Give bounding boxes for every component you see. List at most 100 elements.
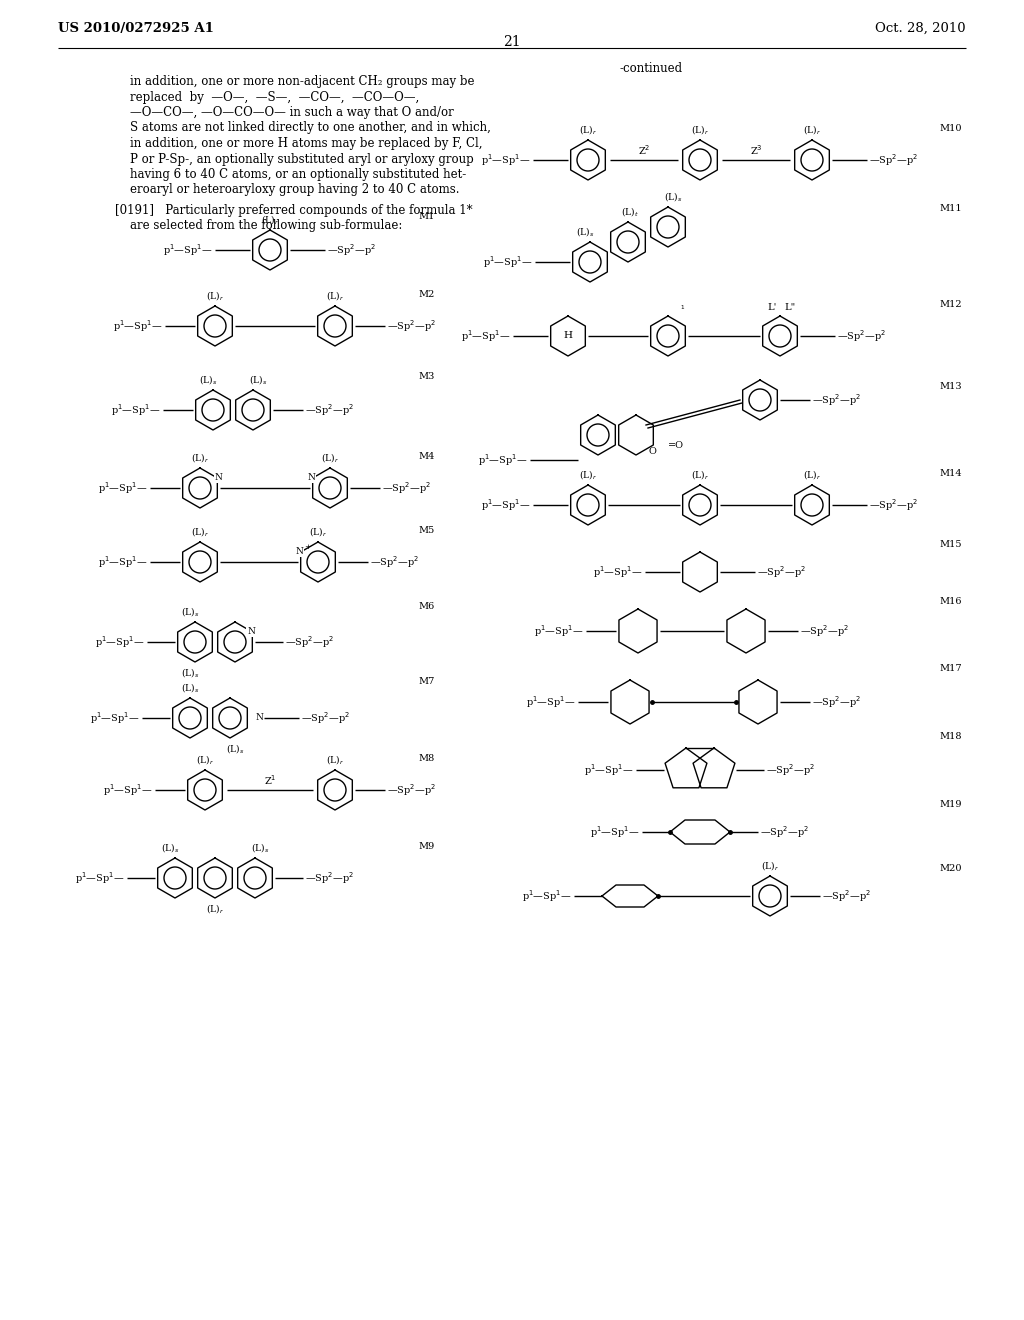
Text: M14: M14 (939, 469, 962, 478)
Text: (L)$_{t}$: (L)$_{t}$ (622, 205, 639, 218)
Text: —Sp$^{2}$—p$^{2}$: —Sp$^{2}$—p$^{2}$ (800, 623, 849, 639)
Text: —Sp$^{2}$—p$^{2}$: —Sp$^{2}$—p$^{2}$ (305, 870, 354, 886)
Text: Z$^{3}$: Z$^{3}$ (750, 143, 762, 157)
Text: =O: =O (668, 441, 684, 450)
Text: (L)$_{s}$: (L)$_{s}$ (664, 190, 682, 203)
Text: —Sp$^{2}$—p$^{2}$: —Sp$^{2}$—p$^{2}$ (305, 403, 354, 418)
Text: —Sp$^{2}$—p$^{2}$: —Sp$^{2}$—p$^{2}$ (812, 392, 861, 408)
Text: (L)$_{r}$: (L)$_{r}$ (261, 213, 279, 226)
Text: (L)$_{r}$: (L)$_{r}$ (321, 451, 339, 465)
Text: in addition, one or more H atoms may be replaced by F, Cl,: in addition, one or more H atoms may be … (130, 137, 482, 150)
Text: M15: M15 (939, 540, 962, 549)
Text: p$^{1}$—Sp$^{1}$—: p$^{1}$—Sp$^{1}$— (478, 451, 528, 467)
Text: (L)$_{r}$: (L)$_{r}$ (309, 525, 327, 539)
Text: (L)$_{s}$: (L)$_{s}$ (181, 667, 199, 678)
Text: p$^{1}$—Sp$^{1}$—: p$^{1}$—Sp$^{1}$— (103, 781, 153, 797)
Text: —Sp$^{2}$—p$^{2}$: —Sp$^{2}$—p$^{2}$ (760, 824, 809, 840)
Text: p$^{1}$—Sp$^{1}$—: p$^{1}$—Sp$^{1}$— (114, 318, 163, 334)
Text: p$^{1}$—Sp$^{1}$—: p$^{1}$—Sp$^{1}$— (90, 710, 140, 726)
Text: M16: M16 (939, 597, 962, 606)
Text: —Sp$^{2}$—p$^{2}$: —Sp$^{2}$—p$^{2}$ (837, 329, 886, 345)
Text: N: N (256, 714, 264, 722)
Text: (L)$_{s}$: (L)$_{s}$ (181, 681, 199, 694)
Text: are selected from the following sub-formulae:: are selected from the following sub-form… (130, 219, 402, 232)
Text: —Sp$^{2}$—p$^{2}$: —Sp$^{2}$—p$^{2}$ (370, 554, 419, 570)
Text: M1: M1 (419, 213, 435, 220)
Text: M7: M7 (419, 677, 435, 686)
Text: —Sp$^{2}$—p$^{2}$: —Sp$^{2}$—p$^{2}$ (812, 694, 861, 710)
Text: —Sp$^{2}$—p$^{2}$: —Sp$^{2}$—p$^{2}$ (382, 480, 431, 496)
Text: Z$^{2}$: Z$^{2}$ (638, 143, 650, 157)
Text: N: N (214, 474, 222, 483)
Text: p$^{1}$—Sp$^{1}$—: p$^{1}$—Sp$^{1}$— (483, 253, 534, 269)
Text: M10: M10 (939, 124, 962, 133)
Text: S atoms are not linked directly to one another, and in which,: S atoms are not linked directly to one a… (130, 121, 490, 135)
Text: having 6 to 40 C atoms, or an optionally substituted het-: having 6 to 40 C atoms, or an optionally… (130, 168, 466, 181)
Text: (L)$_{r}$: (L)$_{r}$ (206, 902, 224, 915)
Text: p$^{1}$—Sp$^{1}$—: p$^{1}$—Sp$^{1}$— (585, 762, 634, 777)
Text: —Sp$^{2}$—p$^{2}$: —Sp$^{2}$—p$^{2}$ (869, 498, 919, 513)
Text: Z$^{1}$: Z$^{1}$ (264, 774, 276, 787)
Text: p$^{1}$—Sp$^{1}$—: p$^{1}$—Sp$^{1}$— (462, 329, 511, 345)
Text: (L)$_{r}$: (L)$_{r}$ (803, 123, 821, 136)
Text: p$^{1}$—Sp$^{1}$—: p$^{1}$—Sp$^{1}$— (76, 870, 125, 886)
Text: M3: M3 (419, 372, 435, 381)
Text: (L)$_{r}$: (L)$_{r}$ (579, 469, 597, 480)
Text: —Sp$^{2}$—p$^{2}$: —Sp$^{2}$—p$^{2}$ (327, 242, 376, 257)
Text: —Sp$^{2}$—p$^{2}$: —Sp$^{2}$—p$^{2}$ (822, 888, 871, 904)
Text: (L)$_{r}$: (L)$_{r}$ (191, 451, 209, 465)
Text: p$^{1}$—Sp$^{1}$—: p$^{1}$—Sp$^{1}$— (95, 634, 145, 649)
Text: p$^{1}$—Sp$^{1}$—: p$^{1}$—Sp$^{1}$— (112, 403, 161, 418)
Text: (L)$_{r}$: (L)$_{r}$ (326, 752, 344, 766)
Text: M4: M4 (419, 451, 435, 461)
Text: (L)$_{s}$: (L)$_{s}$ (226, 742, 244, 755)
Text: H: H (563, 331, 572, 341)
Text: —Sp$^{2}$—p$^{2}$: —Sp$^{2}$—p$^{2}$ (285, 634, 334, 649)
Text: L': L' (767, 304, 776, 312)
Text: -continued: -continued (620, 62, 683, 75)
Text: M9: M9 (419, 842, 435, 851)
Text: p$^{1}$—Sp$^{1}$—: p$^{1}$—Sp$^{1}$— (98, 554, 148, 570)
Text: (L)$_{r}$: (L)$_{r}$ (191, 525, 209, 539)
Text: (L)$_{r}$: (L)$_{r}$ (326, 289, 344, 302)
Text: p$^{1}$—Sp$^{1}$—: p$^{1}$—Sp$^{1}$— (163, 242, 213, 257)
Text: (L)$_{r}$: (L)$_{r}$ (691, 469, 709, 480)
Text: p$^{1}$—Sp$^{1}$—: p$^{1}$—Sp$^{1}$— (593, 564, 643, 579)
Text: N: N (247, 627, 255, 636)
Text: replaced  by  —O—,  —S—,  —CO—,  —CO—O—,: replaced by —O—, —S—, —CO—, —CO—O—, (130, 91, 419, 103)
Text: N: N (308, 474, 315, 483)
Text: p$^{1}$—Sp$^{1}$—: p$^{1}$—Sp$^{1}$— (590, 824, 640, 840)
Text: US 2010/0272925 A1: US 2010/0272925 A1 (58, 22, 214, 36)
Text: M6: M6 (419, 602, 435, 611)
Text: (L)$_{r}$: (L)$_{r}$ (691, 123, 709, 136)
Text: M19: M19 (939, 800, 962, 809)
Text: p$^{1}$—Sp$^{1}$—: p$^{1}$—Sp$^{1}$— (526, 694, 575, 710)
Text: (L)$_{s}$: (L)$_{s}$ (199, 374, 217, 385)
Text: (L)$_{s}$: (L)$_{s}$ (161, 841, 179, 854)
Text: +: + (304, 543, 311, 550)
Text: (L)$_{s}$: (L)$_{s}$ (249, 374, 267, 385)
Text: (L)$_{s}$: (L)$_{s}$ (181, 605, 199, 618)
Text: 21: 21 (503, 36, 521, 49)
Text: —Sp$^{2}$—p$^{2}$: —Sp$^{2}$—p$^{2}$ (766, 762, 815, 777)
Text: p$^{1}$—Sp$^{1}$—: p$^{1}$—Sp$^{1}$— (522, 888, 572, 904)
Text: Oct. 28, 2010: Oct. 28, 2010 (876, 22, 966, 36)
Text: (L)$_{r}$: (L)$_{r}$ (206, 289, 224, 302)
Text: (L)$_{s}$: (L)$_{s}$ (575, 224, 594, 238)
Text: —Sp$^{2}$—p$^{2}$: —Sp$^{2}$—p$^{2}$ (757, 564, 806, 579)
Text: M20: M20 (939, 865, 962, 873)
Text: $_{1}$: $_{1}$ (680, 304, 686, 312)
Text: M12: M12 (939, 300, 962, 309)
Text: M2: M2 (419, 290, 435, 300)
Text: P or P-Sp-, an optionally substituted aryl or aryloxy group: P or P-Sp-, an optionally substituted ar… (130, 153, 474, 165)
Text: p$^{1}$—Sp$^{1}$—: p$^{1}$—Sp$^{1}$— (481, 498, 531, 513)
Text: —Sp$^{2}$—p$^{2}$: —Sp$^{2}$—p$^{2}$ (387, 781, 436, 797)
Text: (L)$_{r}$: (L)$_{r}$ (761, 859, 779, 873)
Text: M8: M8 (419, 754, 435, 763)
Text: M5: M5 (419, 525, 435, 535)
Text: (L)$_{r}$: (L)$_{r}$ (196, 752, 214, 766)
Text: p$^{1}$—Sp$^{1}$—: p$^{1}$—Sp$^{1}$— (98, 480, 148, 496)
Text: p$^{1}$—Sp$^{1}$—: p$^{1}$—Sp$^{1}$— (535, 623, 584, 639)
Text: L": L" (784, 304, 796, 312)
Text: p$^{1}$—Sp$^{1}$—: p$^{1}$—Sp$^{1}$— (481, 152, 531, 168)
